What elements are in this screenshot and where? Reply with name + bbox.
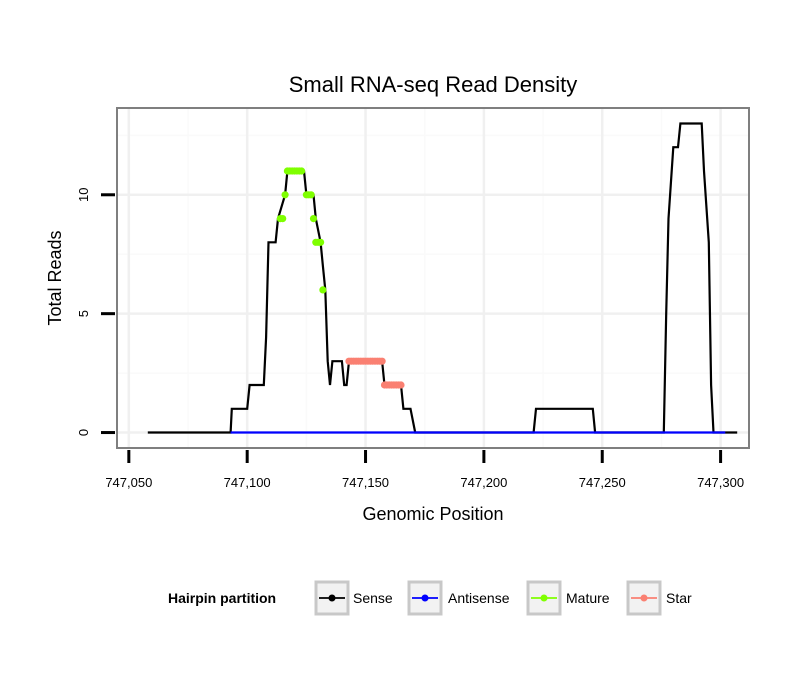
series-layer bbox=[147, 122, 738, 434]
chart-title: Small RNA-seq Read Density bbox=[289, 72, 578, 97]
plot-border bbox=[116, 107, 750, 449]
mature-point bbox=[317, 238, 325, 246]
x-tick-label: 747,300 bbox=[697, 475, 744, 490]
star-point bbox=[378, 357, 386, 365]
x-axis-title: Genomic Position bbox=[362, 504, 503, 524]
x-tick-label: 747,100 bbox=[224, 475, 271, 490]
mature-point bbox=[279, 215, 287, 223]
mature-point bbox=[281, 191, 289, 199]
star-point bbox=[397, 381, 405, 389]
legend-point-mature bbox=[540, 594, 548, 602]
mature-point bbox=[298, 167, 306, 175]
legend-label-sense: Sense bbox=[353, 590, 393, 606]
mature-point bbox=[319, 286, 327, 294]
legend-title: Hairpin partition bbox=[168, 590, 276, 606]
axes: 747,050 747,100 747,150 747,200 747,250 747,3… bbox=[76, 188, 744, 490]
legend-point-antisense bbox=[421, 594, 429, 602]
legend-label-antisense: Antisense bbox=[448, 590, 510, 606]
mature-point bbox=[307, 191, 315, 199]
legend-label-mature: Mature bbox=[566, 590, 610, 606]
legend-point-sense bbox=[328, 594, 336, 602]
x-tick-label: 747,200 bbox=[460, 475, 507, 490]
legend-label-star: Star bbox=[666, 590, 692, 606]
y-tick-label: 5 bbox=[76, 310, 91, 317]
grid bbox=[117, 108, 749, 448]
mature-point bbox=[309, 215, 318, 223]
legend-point-star bbox=[640, 594, 648, 602]
legend: Hairpin partition Sense Antisense Mature St… bbox=[168, 580, 692, 616]
sense-line bbox=[147, 122, 738, 434]
x-tick-label: 747,050 bbox=[105, 475, 152, 490]
x-tick-label: 747,150 bbox=[342, 475, 389, 490]
plot-background bbox=[117, 108, 749, 448]
y-axis-title: Total Reads bbox=[45, 230, 65, 325]
y-tick-label: 10 bbox=[76, 188, 91, 202]
y-tick-label: 0 bbox=[76, 429, 91, 436]
x-tick-label: 747,250 bbox=[579, 475, 626, 490]
